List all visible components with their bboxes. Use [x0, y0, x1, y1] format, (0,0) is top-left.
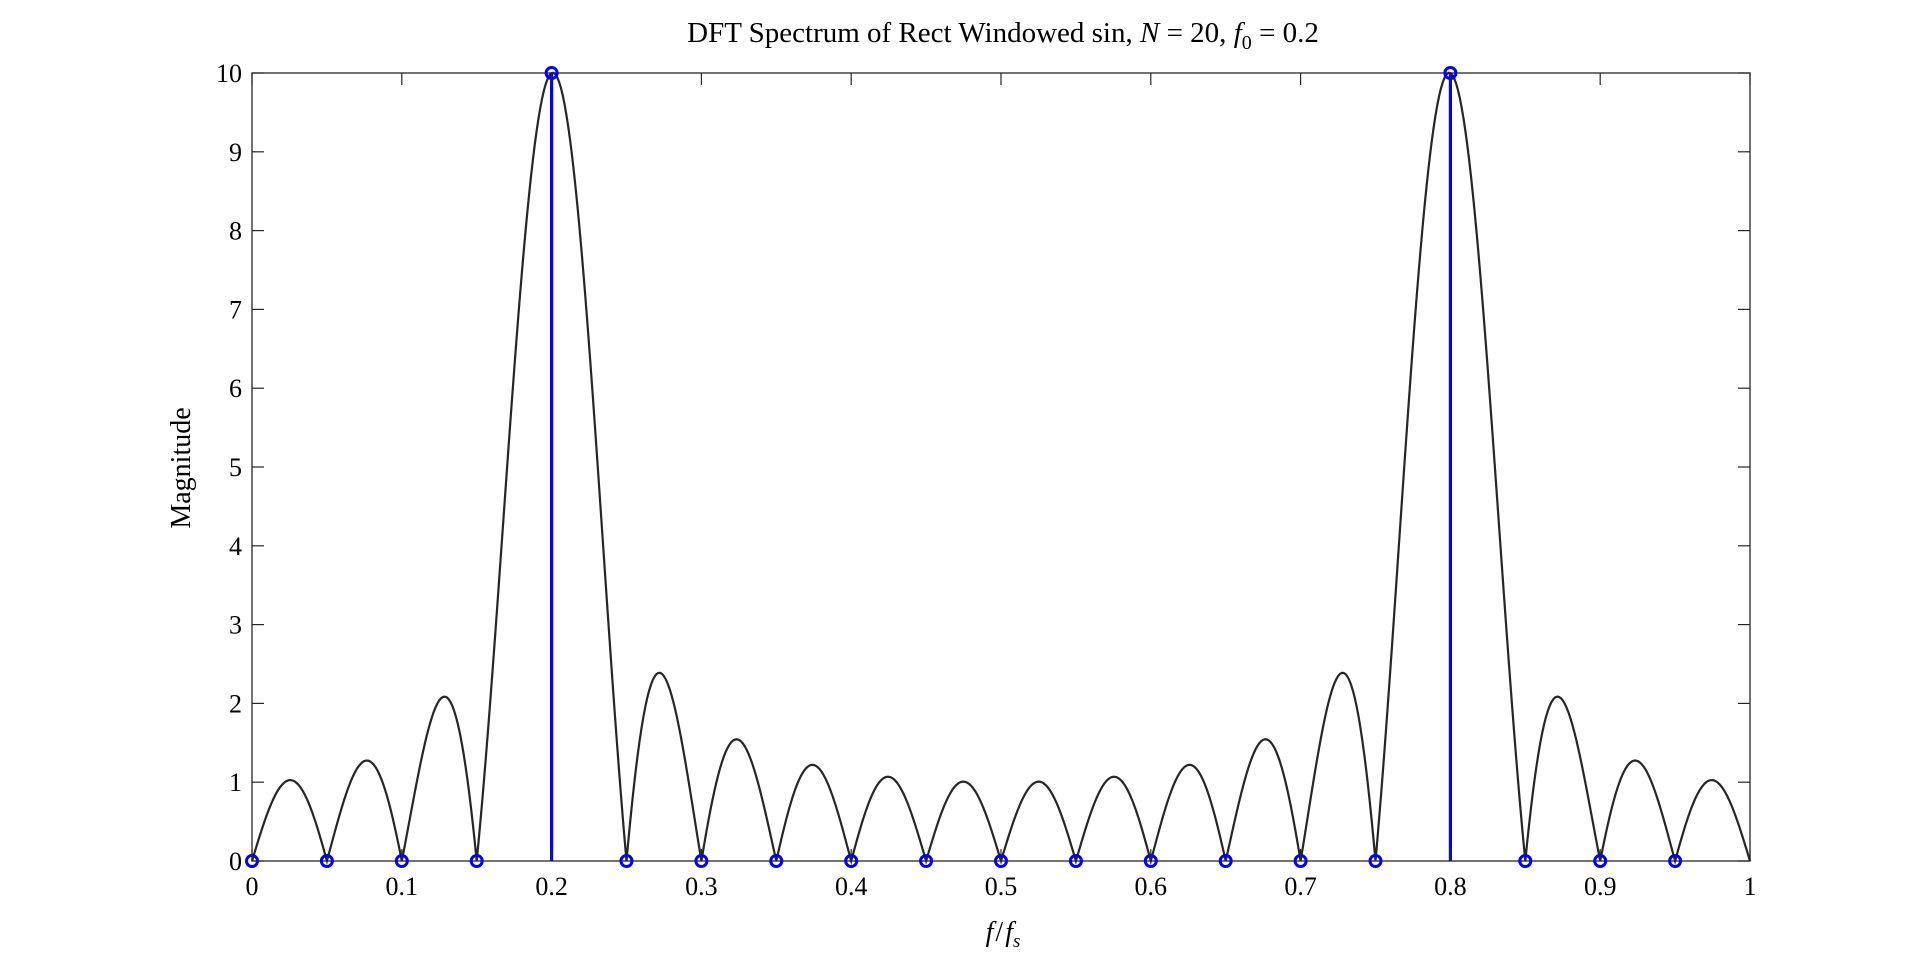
x-tick-label: 1: [1744, 872, 1757, 901]
stem-marker: [769, 854, 784, 868]
x-tick-label: 0.9: [1584, 872, 1617, 901]
y-tick-label: 4: [229, 532, 242, 561]
y-tick-label: 3: [229, 611, 242, 640]
title-n-eq: = 20,: [1159, 17, 1233, 49]
y-axis-label: Magnitude: [166, 407, 197, 528]
y-tick-label: 9: [229, 138, 242, 167]
stem-marker: [1068, 854, 1083, 868]
stem-marker: [1668, 854, 1683, 868]
chart-title: DFT Spectrum of Rect Windowed sin, N = 2…: [687, 17, 1319, 54]
plot-area: [245, 66, 1752, 868]
x-axis-label: f/fs: [986, 917, 1021, 952]
title-f-eq: = 0.2: [1252, 17, 1319, 49]
y-tick-label: 2: [229, 689, 242, 718]
y-tick-label: 0: [229, 847, 242, 876]
x-tick-label: 0.1: [386, 872, 419, 901]
stem-marker: [1368, 854, 1383, 868]
xlabel-fs: f: [1005, 917, 1016, 948]
y-tick-label: 7: [229, 295, 242, 324]
y-tick-label: 5: [229, 453, 242, 482]
x-tick-label: 0.2: [535, 872, 568, 901]
xlabel-slash: /: [995, 917, 1003, 948]
xlabel-fs-sub: s: [1013, 931, 1020, 952]
x-tick-label: 0: [246, 872, 259, 901]
title-n-symbol: N: [1139, 17, 1161, 49]
x-tick-label: 0.4: [835, 872, 868, 901]
dtft-magnitude-curve: [250, 71, 1752, 866]
xlabel-f: f: [986, 917, 997, 948]
x-tick-label: 0.8: [1434, 872, 1467, 901]
x-tick-label: 0.5: [985, 872, 1018, 901]
y-axis: 0 1 2 3 4 5 6 7 8 9 10: [216, 59, 1750, 876]
stem-marker: [319, 854, 334, 868]
stem-marker: [1218, 854, 1233, 868]
stem-marker: [469, 854, 484, 868]
x-tick-label: 0.7: [1284, 872, 1317, 901]
x-tick-label: 0.6: [1135, 872, 1168, 901]
y-tick-label: 8: [229, 217, 242, 246]
title-f-sub: 0: [1242, 32, 1252, 54]
x-tick-label: 0.3: [685, 872, 718, 901]
axes-box: [251, 72, 1751, 862]
title-prefix: DFT Spectrum of Rect Windowed sin,: [687, 17, 1140, 49]
stem-marker: [619, 854, 634, 868]
stem-marker: [919, 854, 934, 868]
y-tick-label: 10: [216, 59, 242, 88]
x-axis: 0 0.1 0.2 0.3 0.4 0.5 0.6 0.7 0.8 0.9 1: [246, 73, 1757, 901]
y-tick-label: 6: [229, 374, 242, 403]
y-tick-label: 1: [229, 768, 242, 797]
stem-marker: [1518, 854, 1533, 868]
